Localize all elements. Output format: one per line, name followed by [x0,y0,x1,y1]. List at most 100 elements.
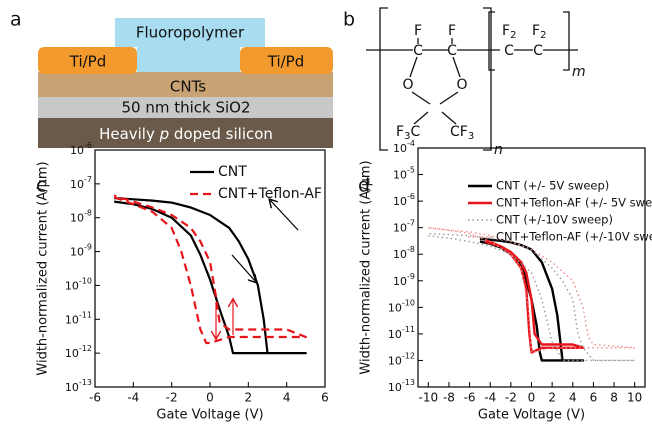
bracket [563,12,569,70]
atom: F [448,23,456,39]
tick-base: 10 [70,144,84,157]
atom: C [533,43,543,59]
x-tick-label: -8 [443,391,455,405]
atom-part: F [460,124,468,140]
tick-exponent: -12 [402,351,415,360]
atom: F2 [502,23,516,41]
bond [453,57,460,77]
x-tick-label: 2 [245,391,253,405]
y-tick-label: 10-11 [388,324,415,341]
atom: O [456,77,467,93]
y-axis-title: Width-normalized current (A/μm) [36,161,51,375]
x-tick-label: -6 [89,391,101,405]
layer-label: Ti/Pd [69,53,107,71]
tick-exponent: -7 [407,218,415,227]
tick-exponent: -10 [402,298,415,307]
tick-base: 10 [70,212,84,225]
x-tick-label: 2 [548,391,556,405]
tick-exponent: -8 [407,245,415,254]
x-axis-title: Gate Voltage (V) [478,408,585,423]
x-tick-label: 4 [569,391,577,405]
layer-label: Ti/Pd [267,53,305,71]
tick-exponent: -4 [407,139,415,148]
layer-label: Fluoropolymer [136,24,245,42]
atom-part: C [450,124,460,140]
x-tick-label: -2 [166,391,178,405]
x-tick-label: -6 [464,391,476,405]
y-tick-label: 10-11 [65,310,92,327]
tick-exponent: -11 [79,310,92,319]
y-tick-label: 10-9 [70,242,92,258]
repeat-index: m [572,64,586,80]
legend-label: CNT+Teflon-AF (+/-10V sweep) [496,230,652,244]
tick-base: 10 [70,246,84,259]
tick-base: 10 [65,381,79,394]
subscript: 2 [510,30,516,41]
y-tick-label: 10-9 [393,271,415,288]
y-tick-label: 10-7 [70,174,92,191]
y-tick-label: 10-13 [65,378,92,395]
data-line [485,240,583,353]
bracket [483,8,491,150]
x-tick-label: 6 [321,391,329,405]
atom: O [402,77,413,93]
subscript: 2 [540,30,546,41]
tick-exponent: -6 [84,141,92,150]
panel-label: a [10,9,22,31]
atom-part: F [532,23,540,39]
tick-base: 10 [388,301,402,314]
bond [410,57,417,77]
repeat-index: n [494,142,503,158]
x-axis-title: Gate Voltage (V) [156,408,263,423]
bond [440,92,458,104]
x-tick-label: 10 [627,391,642,405]
layer-label: CNTs [170,78,206,96]
tick-exponent: -10 [79,276,92,285]
label-part: p [159,125,170,143]
data-line [428,228,634,353]
x-tick-label: 8 [610,391,618,405]
bracket [489,12,495,70]
x-tick-label: -2 [505,391,517,405]
tick-exponent: -9 [407,271,415,280]
tick-exponent: -8 [84,208,92,217]
y-axis-title: Width-normalized current (A/μm) [359,160,374,374]
bond [442,112,456,124]
x-tick-label: -4 [484,391,496,405]
legend-label: CNT+Teflon-AF [218,186,322,202]
bond [412,92,430,104]
atom: CF3 [450,124,474,142]
tick-base: 10 [70,178,84,191]
x-tick-label: 0 [528,391,536,405]
data-line [114,196,306,343]
label-part: Heavily [99,125,160,143]
subscript: 3 [468,131,474,142]
tick-base: 10 [393,142,407,155]
atom: C [447,43,457,59]
label-part: doped silicon [169,125,273,143]
y-tick-label: 10-6 [393,192,415,209]
atom: F2 [532,23,546,41]
tick-exponent: -7 [84,174,92,183]
tick-exponent: -11 [402,324,415,333]
y-tick-label: 10-5 [393,165,415,182]
y-tick-label: 10-12 [65,344,92,361]
tick-exponent: -9 [84,242,92,251]
legend-label: CNT+Teflon-AF (+/- 5V sweep) [496,196,652,210]
chart: 10-1310-1210-1110-1010-910-810-710-610-5… [359,139,652,423]
tick-base: 10 [393,222,407,235]
legend-label: CNT [218,164,247,180]
layer-label: Heavily p doped silicon [99,125,273,143]
sweep-arrow [270,200,298,230]
x-tick-label: 6 [590,391,598,405]
x-tick-label: 4 [283,391,291,405]
tick-exponent: -13 [79,378,92,387]
tick-base: 10 [393,195,407,208]
tick-base: 10 [393,169,407,182]
atom-part: F [396,124,404,140]
tick-exponent: -6 [407,192,415,201]
tick-base: 10 [388,381,402,394]
bond [414,112,428,124]
x-tick-label: 0 [206,391,214,405]
